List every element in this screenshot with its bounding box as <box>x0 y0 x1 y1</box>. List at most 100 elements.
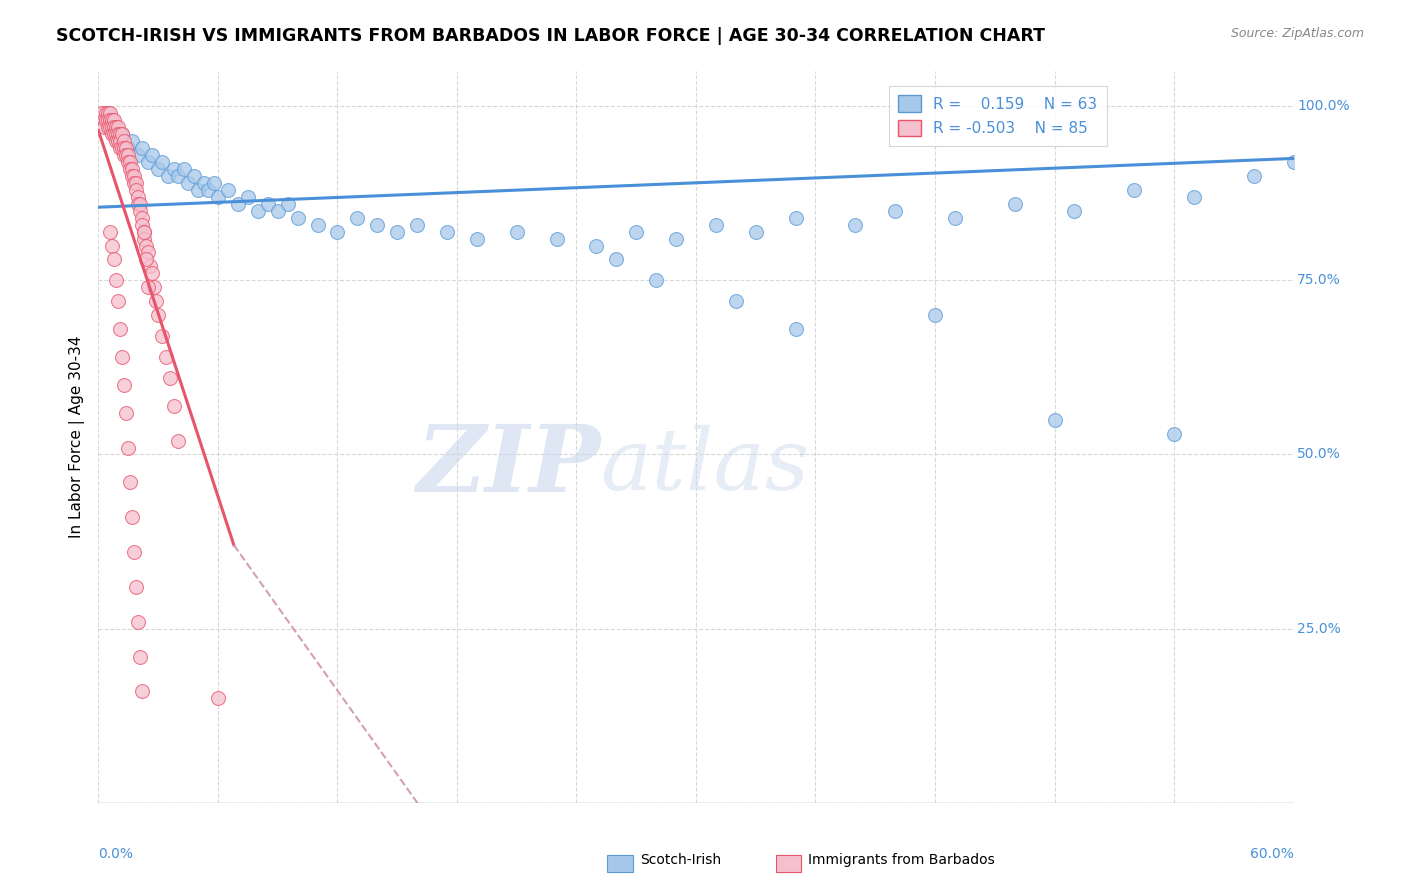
Point <box>135 238 157 252</box>
Point <box>117 155 139 169</box>
Point <box>159 371 181 385</box>
Point <box>91 106 114 120</box>
Point <box>111 141 134 155</box>
Point <box>127 148 149 162</box>
Point <box>1182 190 1205 204</box>
Point <box>93 120 115 134</box>
Text: ZIP: ZIP <box>416 421 600 511</box>
Point <box>924 308 946 322</box>
Point <box>785 322 807 336</box>
Point <box>134 231 156 245</box>
Point <box>98 106 122 120</box>
Point <box>101 238 124 252</box>
Point <box>103 127 125 141</box>
Point <box>1043 412 1066 426</box>
Point <box>112 134 135 148</box>
Point <box>246 203 269 218</box>
Point <box>785 211 807 225</box>
Point <box>101 113 124 128</box>
Point <box>207 190 229 204</box>
Text: Scotch-Irish: Scotch-Irish <box>640 853 721 867</box>
Point <box>124 176 146 190</box>
Point <box>97 120 120 134</box>
Point <box>346 211 368 225</box>
Point <box>626 225 648 239</box>
Point <box>98 120 122 134</box>
Point <box>385 225 409 239</box>
Point <box>101 120 124 134</box>
Point <box>134 225 156 239</box>
Point <box>120 475 142 490</box>
Point <box>177 176 200 190</box>
Text: 50.0%: 50.0% <box>1298 448 1341 461</box>
Point <box>129 649 152 664</box>
Point <box>148 161 170 176</box>
Point <box>97 113 120 128</box>
Point <box>117 441 139 455</box>
Point <box>197 183 219 197</box>
Point <box>105 120 128 134</box>
Point <box>163 161 186 176</box>
Point <box>465 231 488 245</box>
Point <box>256 196 278 211</box>
Point <box>145 294 167 309</box>
Point <box>129 196 152 211</box>
Point <box>150 155 173 169</box>
Point <box>167 434 190 448</box>
Text: 25.0%: 25.0% <box>1298 622 1341 636</box>
Point <box>226 196 249 211</box>
Point <box>97 106 120 120</box>
Point <box>745 225 768 239</box>
Point <box>406 218 429 232</box>
Text: 100.0%: 100.0% <box>1298 99 1350 113</box>
Text: Source: ZipAtlas.com: Source: ZipAtlas.com <box>1230 27 1364 40</box>
Point <box>101 127 124 141</box>
Point <box>110 127 132 141</box>
Point <box>136 245 159 260</box>
Point <box>120 155 142 169</box>
Point <box>110 322 132 336</box>
Point <box>127 196 149 211</box>
Point <box>121 169 143 183</box>
Point <box>111 127 134 141</box>
Point <box>724 294 747 309</box>
Point <box>105 127 128 141</box>
Point <box>141 148 163 162</box>
Point <box>943 211 966 225</box>
Point <box>1243 169 1265 183</box>
Point <box>111 127 134 141</box>
Text: 60.0%: 60.0% <box>1250 847 1294 861</box>
Point <box>134 225 156 239</box>
Point <box>585 238 607 252</box>
Text: atlas: atlas <box>600 425 810 508</box>
Point <box>546 231 568 245</box>
Point <box>115 148 138 162</box>
Point <box>110 141 132 155</box>
Point <box>307 218 329 232</box>
Point <box>143 280 166 294</box>
Point <box>107 134 129 148</box>
Point <box>155 350 177 364</box>
Point <box>187 183 209 197</box>
Point <box>127 190 149 204</box>
Point <box>135 252 157 267</box>
Point <box>131 684 153 698</box>
Point <box>207 691 229 706</box>
Point <box>98 225 122 239</box>
Point <box>148 308 170 322</box>
Point <box>103 252 125 267</box>
Point <box>366 218 388 232</box>
Point <box>136 280 159 294</box>
Point <box>665 231 688 245</box>
Point <box>1282 155 1305 169</box>
Text: 0.0%: 0.0% <box>98 847 134 861</box>
Point <box>103 113 125 128</box>
Point <box>506 225 529 239</box>
Point <box>1004 196 1026 211</box>
Point <box>1123 183 1146 197</box>
Point <box>193 176 215 190</box>
Point <box>103 127 125 141</box>
Y-axis label: In Labor Force | Age 30-34: In Labor Force | Age 30-34 <box>69 335 84 539</box>
Point <box>163 399 186 413</box>
Point <box>107 120 129 134</box>
